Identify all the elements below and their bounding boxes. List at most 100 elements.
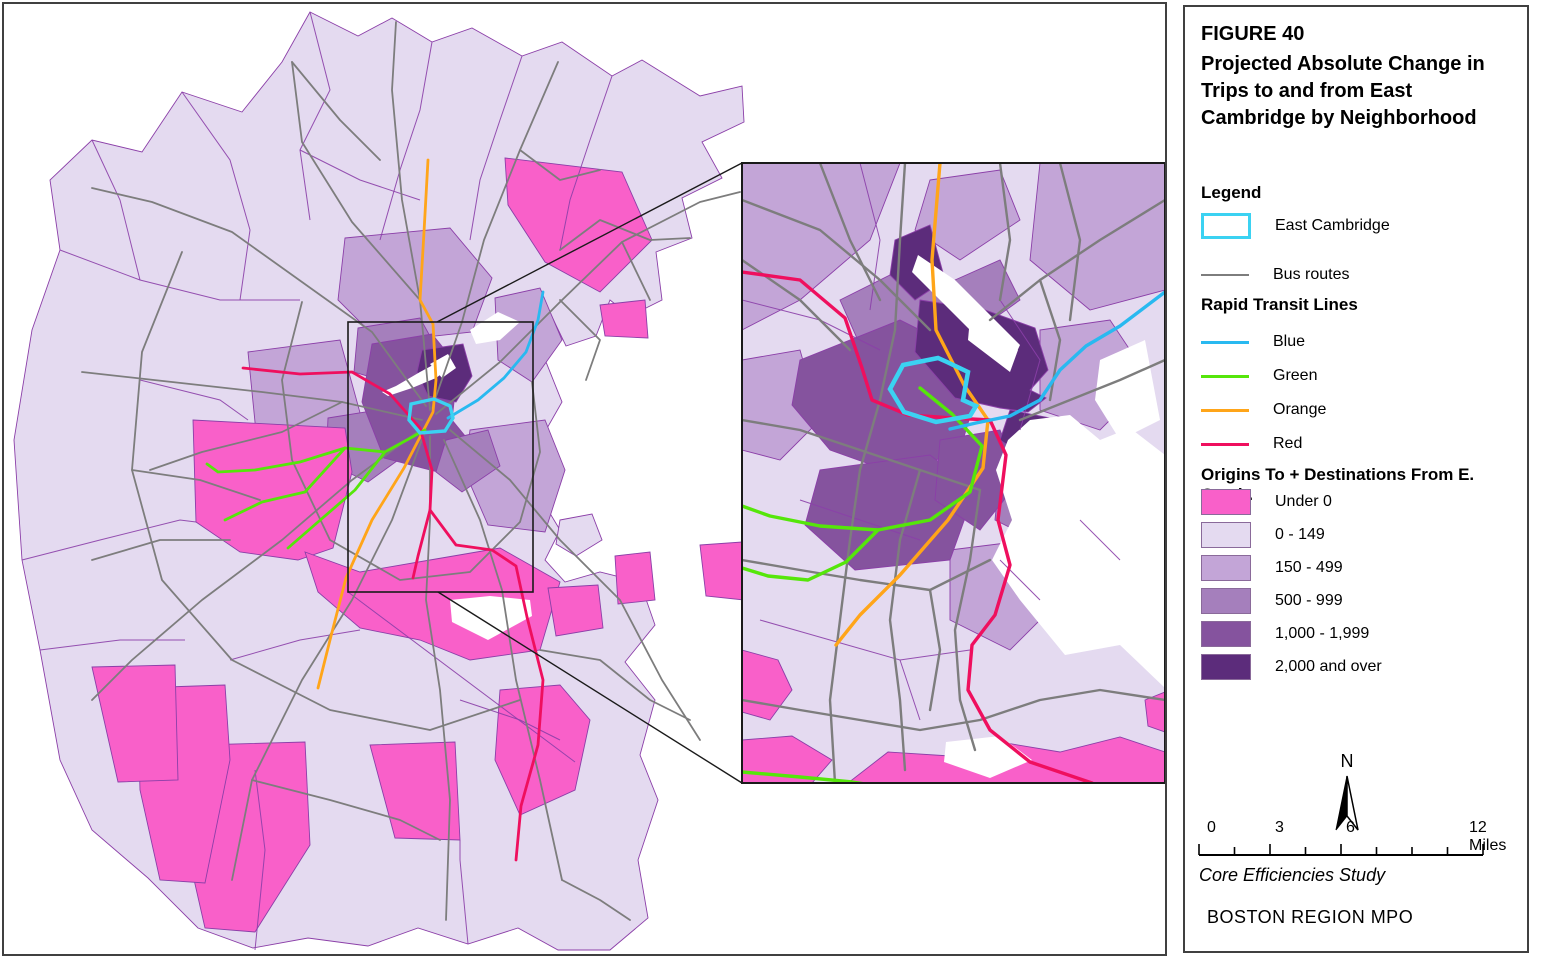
category-swatch xyxy=(1201,588,1251,614)
bus-route xyxy=(742,688,1165,732)
legend-item-500-999: 500 - 999 xyxy=(1201,588,1343,614)
legend-label: Blue xyxy=(1273,333,1306,350)
green-line-branch xyxy=(742,528,880,582)
boundary-line xyxy=(59,249,300,301)
orange-line-swatch xyxy=(1201,408,1249,412)
green-line-branch xyxy=(223,446,347,522)
mystic-river xyxy=(470,312,520,344)
organization-name: BOSTON REGION MPO xyxy=(1207,907,1414,927)
legend-label: Under 0 xyxy=(1275,493,1332,510)
bus-route xyxy=(131,251,521,731)
scalebar-labels: 0 3 6 12 Miles xyxy=(1197,819,1515,854)
orange-line xyxy=(316,158,438,690)
scalebar-label: 3 xyxy=(1275,819,1284,836)
bus-route xyxy=(91,429,421,701)
category-swatch xyxy=(1201,555,1251,581)
bus-route xyxy=(559,219,691,251)
bus-route xyxy=(818,163,882,302)
boundary-line xyxy=(999,559,1041,601)
leader-line-top xyxy=(436,162,743,323)
neponset-river xyxy=(450,596,532,640)
bus-route xyxy=(291,61,381,161)
category-swatch xyxy=(1201,654,1251,680)
bus-route xyxy=(828,398,882,783)
legend-item-bus-routes: Bus routes xyxy=(1201,262,1349,288)
bus-route xyxy=(1058,163,1082,322)
zone-150-499 xyxy=(914,169,1021,261)
legend-label: 500 - 999 xyxy=(1275,592,1343,609)
rapid-transit-lines xyxy=(205,158,545,862)
harbor-pond xyxy=(1095,340,1160,440)
zone-under-0 xyxy=(494,684,591,816)
bus-route xyxy=(449,429,701,741)
bus-route xyxy=(988,198,1165,322)
legend-item-red-line: Red xyxy=(1201,431,1302,457)
bus-route xyxy=(519,149,601,181)
bus-route xyxy=(1018,358,1165,422)
inset-map xyxy=(742,163,1165,783)
leader-line-bottom xyxy=(437,591,743,784)
bus-route xyxy=(928,588,942,712)
bus-route xyxy=(878,163,907,402)
zone-under-0 xyxy=(599,299,649,339)
bus-route xyxy=(91,539,231,561)
bus-route xyxy=(998,163,1012,302)
legend-label: 2,000 and over xyxy=(1275,658,1382,675)
red-line-swatch xyxy=(1201,442,1249,446)
blue-line xyxy=(446,290,545,420)
legend-label: 1,000 - 1,999 xyxy=(1275,625,1370,642)
bus-route xyxy=(888,468,922,772)
legend-item-150-499: 150 - 499 xyxy=(1201,555,1343,581)
boundary-line xyxy=(229,629,361,661)
north-label: N xyxy=(1340,751,1354,771)
bus-route xyxy=(431,61,559,409)
legend-label: Bus routes xyxy=(1273,266,1350,283)
green-line-swatch xyxy=(1201,374,1249,378)
north-arrow: N xyxy=(1319,751,1375,843)
zone-under-0 xyxy=(91,664,179,783)
bus-route xyxy=(391,21,431,411)
bus-route xyxy=(231,433,425,881)
boston-harbor xyxy=(992,415,1165,688)
boundary-line xyxy=(254,769,266,951)
figure-title: Projected Absolute Change in Trips to an… xyxy=(1201,53,1485,129)
zone-under-0 xyxy=(547,584,604,637)
red-line xyxy=(742,270,1094,783)
east-cambridge-outline-inset xyxy=(887,355,980,425)
scalebar-label: 12 Miles xyxy=(1469,819,1507,854)
bus-route xyxy=(953,488,982,752)
bus-route xyxy=(131,469,261,501)
red-line xyxy=(241,366,434,580)
bus-route xyxy=(742,198,932,332)
study-name: Core Efficiencies Study xyxy=(1199,865,1386,885)
region-map xyxy=(13,11,1165,951)
legend-item-east-cambridge: East Cambridge xyxy=(1201,213,1390,239)
figure-number: FIGURE 40 xyxy=(1201,23,1305,45)
boundary-line xyxy=(39,639,185,651)
north-arrow-icon xyxy=(1335,775,1359,831)
boundary-line xyxy=(1079,519,1121,561)
boundary-line xyxy=(299,149,421,201)
inset-bus-routes xyxy=(742,163,1165,783)
bus-route xyxy=(149,401,343,471)
category-swatch xyxy=(1201,489,1251,515)
legend-label: Green xyxy=(1273,367,1318,384)
boundary-line xyxy=(799,499,921,541)
scalebar-label: 0 xyxy=(1207,819,1216,836)
boundary-line xyxy=(459,840,469,945)
boundary-line xyxy=(559,75,613,251)
boundary-line xyxy=(899,659,921,721)
zone-under-0 xyxy=(742,735,833,783)
legend-item-2000-over: 2,000 and over xyxy=(1201,654,1382,680)
neighborhood-boundaries xyxy=(21,11,613,951)
boundary-line xyxy=(21,519,197,561)
zone-2000-over xyxy=(914,299,1049,413)
map-frame xyxy=(2,2,1167,956)
legend-item-1000-1999: 1,000 - 1,999 xyxy=(1201,621,1369,647)
zone-under-0 xyxy=(504,157,653,293)
bus-route xyxy=(742,558,992,592)
bus-route xyxy=(742,418,982,492)
transit-heading: Rapid Transit Lines xyxy=(1201,295,1358,314)
extent-indicator xyxy=(347,162,743,784)
